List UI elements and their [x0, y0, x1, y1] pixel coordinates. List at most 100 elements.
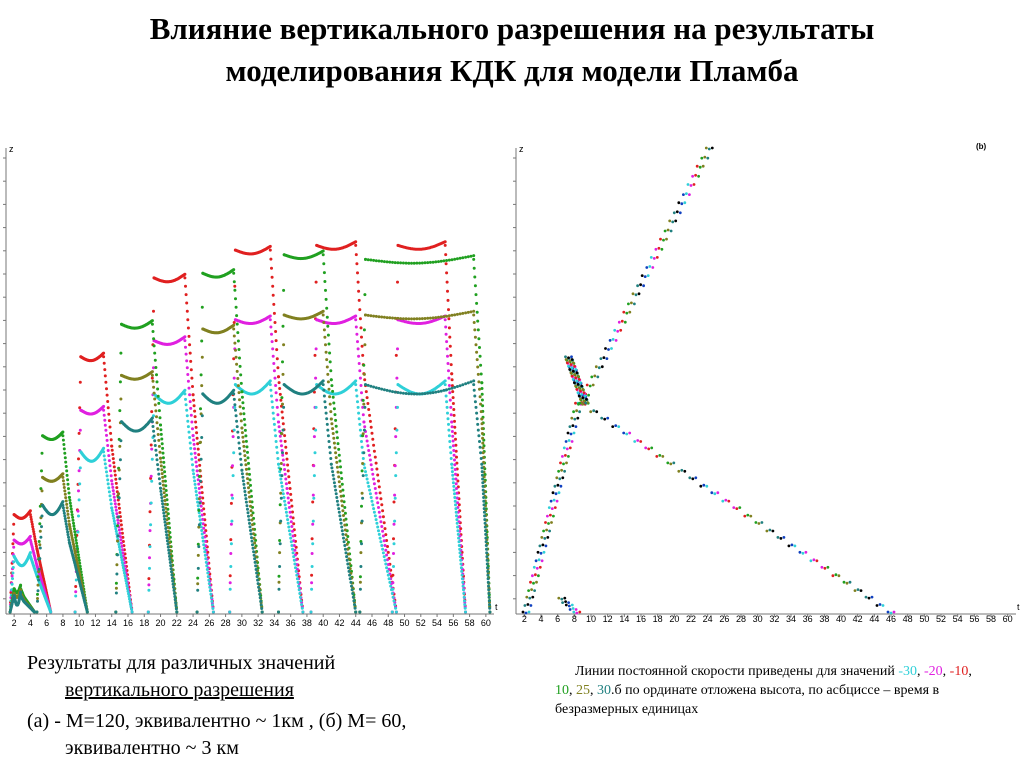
data-point: [483, 521, 487, 525]
data-point: [274, 330, 278, 333]
data-point: [250, 539, 254, 543]
data-point: [333, 484, 337, 488]
data-point: [713, 492, 717, 496]
data-point: [106, 478, 110, 482]
data-point: [571, 377, 575, 381]
data-point: [194, 490, 198, 493]
data-point: [448, 440, 452, 443]
data-point: [336, 470, 340, 474]
data-point: [282, 496, 286, 499]
data-point: [557, 596, 561, 600]
data-point: [195, 497, 199, 501]
data-point: [146, 610, 150, 614]
data-point: [450, 258, 454, 262]
data-point: [368, 453, 372, 457]
data-point: [396, 261, 400, 265]
data-point: [326, 372, 330, 376]
data-point: [331, 389, 335, 393]
x-axis-label: t: [495, 602, 498, 612]
data-point: [149, 443, 153, 447]
data-point: [114, 591, 118, 595]
data-point: [191, 468, 195, 472]
data-point: [578, 610, 582, 614]
data-point: [643, 275, 647, 278]
data-point: [198, 491, 202, 495]
data-point: [154, 448, 158, 452]
data-point: [380, 503, 384, 507]
data-point: [462, 592, 466, 595]
data-point: [278, 551, 282, 555]
data-point: [478, 346, 481, 349]
data-point: [229, 542, 233, 546]
data-point: [247, 461, 250, 465]
data-point: [231, 496, 234, 500]
data-point: [251, 527, 255, 531]
data-point: [358, 317, 362, 321]
data-point: [396, 391, 400, 394]
data-point: [451, 473, 455, 477]
data-point: [341, 532, 345, 536]
data-point: [449, 451, 453, 455]
data-point: [197, 475, 201, 478]
data-point: [289, 536, 293, 540]
data-point: [229, 501, 233, 505]
data-point: [374, 259, 378, 263]
data-point: [248, 521, 251, 525]
data-point: [481, 492, 485, 496]
data-point: [10, 574, 14, 578]
data-point: [541, 543, 545, 547]
data-point: [697, 174, 700, 178]
data-point: [569, 371, 573, 375]
series-5-cycle-0: [8, 590, 36, 614]
data-point: [117, 492, 121, 496]
data-point: [109, 431, 113, 435]
data-point: [334, 424, 338, 428]
data-point: [165, 514, 169, 518]
data-point: [187, 386, 191, 390]
data-point: [211, 607, 215, 610]
data-point: [571, 369, 575, 373]
data-point: [186, 425, 190, 429]
data-point: [705, 484, 709, 488]
data-point: [313, 451, 317, 455]
data-point: [870, 595, 874, 599]
data-point: [321, 379, 325, 383]
data-point: [360, 445, 364, 449]
data-point: [482, 499, 486, 503]
data-point: [119, 519, 123, 523]
data-point: [111, 452, 115, 456]
data-point: [661, 455, 665, 458]
x-tick-label: 26: [719, 614, 729, 624]
data-point: [206, 571, 210, 575]
data-point: [332, 481, 336, 485]
data-point: [69, 504, 73, 508]
data-point: [271, 347, 275, 351]
data-point: [321, 313, 325, 317]
data-point: [186, 373, 190, 376]
data-point: [393, 316, 397, 320]
x-tick-label: 46: [886, 614, 896, 624]
data-point: [445, 314, 449, 318]
data-point: [106, 444, 110, 447]
data-point: [475, 417, 479, 421]
data-point: [412, 317, 416, 321]
data-point: [196, 553, 200, 557]
data-point: [235, 425, 239, 429]
x-tick-label: 36: [803, 614, 813, 624]
data-point: [188, 351, 192, 355]
data-point: [456, 529, 460, 533]
data-point: [105, 470, 108, 474]
data-point: [184, 397, 187, 401]
data-point: [447, 384, 451, 387]
data-point: [150, 373, 154, 377]
data-point: [655, 256, 659, 259]
data-point: [40, 489, 44, 493]
data-point: [236, 384, 240, 388]
data-point: [195, 493, 199, 497]
data-point: [366, 258, 370, 262]
data-point: [271, 284, 275, 288]
data-point: [685, 192, 688, 196]
data-point: [386, 569, 389, 573]
data-point: [354, 318, 358, 322]
data-point: [200, 509, 204, 512]
